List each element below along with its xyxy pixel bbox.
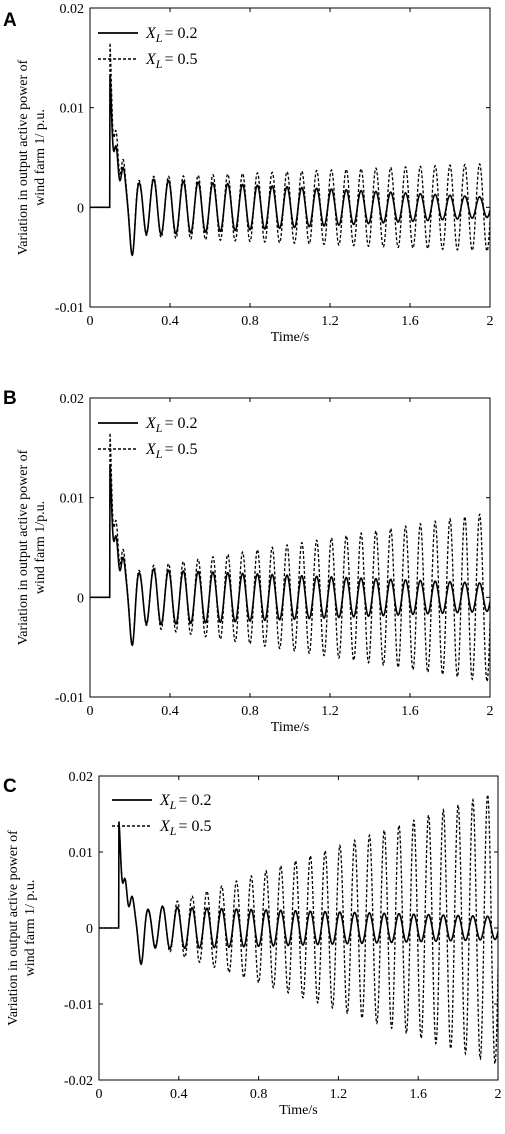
- legend-sub: L: [155, 31, 163, 45]
- y-tick-label: 0.02: [60, 2, 85, 17]
- x-axis-label: Time/s: [279, 1103, 317, 1118]
- x-tick-label: 1.2: [321, 314, 339, 329]
- y-axis-label-line: wind farm 1/ p.u.: [23, 880, 38, 977]
- legend-var: X: [145, 25, 157, 42]
- x-tick-label: 0: [96, 1087, 103, 1102]
- legend-var: X: [145, 415, 157, 432]
- x-tick-label: 2: [487, 314, 494, 329]
- y-tick-label: -0.02: [64, 1074, 93, 1089]
- legend-value: = 0.5: [164, 51, 197, 68]
- panel-label: A: [3, 10, 17, 31]
- y-axis-label-line: wind farm 1/ p.u.: [33, 109, 48, 206]
- legend-value: = 0.5: [178, 818, 211, 835]
- y-axis-label-line: wind farm 1/p.u.: [33, 501, 48, 594]
- x-tick-label: 1.6: [409, 1087, 427, 1102]
- legend-value: = 0.5: [164, 441, 197, 458]
- legend-sub: L: [155, 447, 163, 461]
- plot-frame: [89, 397, 491, 698]
- legend-label-1: XL = 0.2: [145, 415, 198, 435]
- legend-value: = 0.2: [164, 415, 197, 432]
- chart-panel-a: A0 0.4 0.8 1.2 1.6 2-0.0100.010.02Time/sVaria…: [3, 2, 494, 345]
- legend-value: = 0.2: [178, 792, 211, 809]
- series-line-1: [90, 464, 490, 647]
- y-axis-label: Variation in output active power of wind …: [16, 59, 48, 255]
- y-axis-label-line: Variation in output active power of: [16, 59, 31, 255]
- legend-label-2: XL = 0.5: [159, 818, 212, 838]
- x-tick-label: 0: [87, 314, 94, 329]
- legend-sub: L: [155, 57, 163, 71]
- x-tick-label: 0.4: [161, 704, 179, 719]
- x-tick-label: 1.2: [330, 1087, 348, 1102]
- chart-panel-b: B0 0.4 0.8 1.2 1.6 2-0.0100.010.02Time/sVaria…: [3, 388, 494, 735]
- x-tick-label: 0.8: [250, 1087, 268, 1102]
- x-tick-label: 1.6: [401, 314, 419, 329]
- panel-label: C: [3, 776, 17, 797]
- x-tick-label: 1.6: [401, 704, 419, 719]
- legend-value: = 0.2: [164, 25, 197, 42]
- y-axis-label: Variation in output active power of wind …: [16, 449, 48, 645]
- legend-var: X: [145, 51, 157, 68]
- x-tick-label: 0.8: [241, 314, 259, 329]
- x-axis-label: Time/s: [271, 720, 309, 735]
- legend-sub: L: [155, 421, 163, 435]
- panel-label: B: [3, 388, 17, 409]
- legend-label-1: XL = 0.2: [159, 792, 212, 812]
- x-tick-label: 0: [87, 704, 94, 719]
- y-tick-label: 0.02: [69, 770, 94, 785]
- y-tick-label: 0: [77, 201, 84, 216]
- x-axis-label: Time/s: [271, 330, 309, 345]
- y-tick-label: 0.02: [60, 392, 85, 407]
- x-tick-label: 0.4: [170, 1087, 188, 1102]
- y-axis-label-line: Variation in output active power of: [6, 830, 21, 1026]
- y-tick-label: 0.01: [69, 846, 94, 861]
- y-tick-label: -0.01: [55, 691, 84, 706]
- series-line-2: [90, 42, 490, 256]
- x-tick-label: 0.8: [241, 704, 259, 719]
- y-tick-label: -0.01: [64, 998, 93, 1013]
- legend-var: X: [145, 441, 157, 458]
- legend-sub: L: [169, 798, 177, 812]
- legend-sub: L: [169, 824, 177, 838]
- x-tick-label: 2: [487, 704, 494, 719]
- y-tick-label: 0: [77, 591, 84, 606]
- y-axis-label: Variation in output active power of wind …: [6, 830, 38, 1026]
- chart-panel-c: C 0 0.4 0.8 1.2 1.6 2 -0.02 -0.01 0 0.01 0.02 Time/s…: [3, 770, 502, 1118]
- legend-var: X: [159, 818, 171, 835]
- y-tick-label: 0.01: [60, 102, 85, 117]
- y-tick-label: -0.01: [55, 301, 84, 316]
- y-tick-label: 0.01: [60, 492, 85, 507]
- y-tick-label: 0: [86, 922, 93, 937]
- series-line-2: [90, 432, 490, 683]
- x-tick-label: 1.2: [321, 704, 339, 719]
- legend-label-2: XL = 0.5: [145, 51, 198, 71]
- legend-label-2: XL = 0.5: [145, 441, 198, 461]
- legend-label-1: XL = 0.2: [145, 25, 198, 45]
- x-tick-label: 0.4: [161, 314, 179, 329]
- series-line-2: [99, 793, 498, 1065]
- plot-frame: [89, 7, 491, 308]
- legend-var: X: [159, 792, 171, 809]
- series-line-1: [90, 74, 490, 257]
- x-tick-label: 2: [495, 1087, 502, 1102]
- y-axis-label-line: Variation in output active power of: [16, 449, 31, 645]
